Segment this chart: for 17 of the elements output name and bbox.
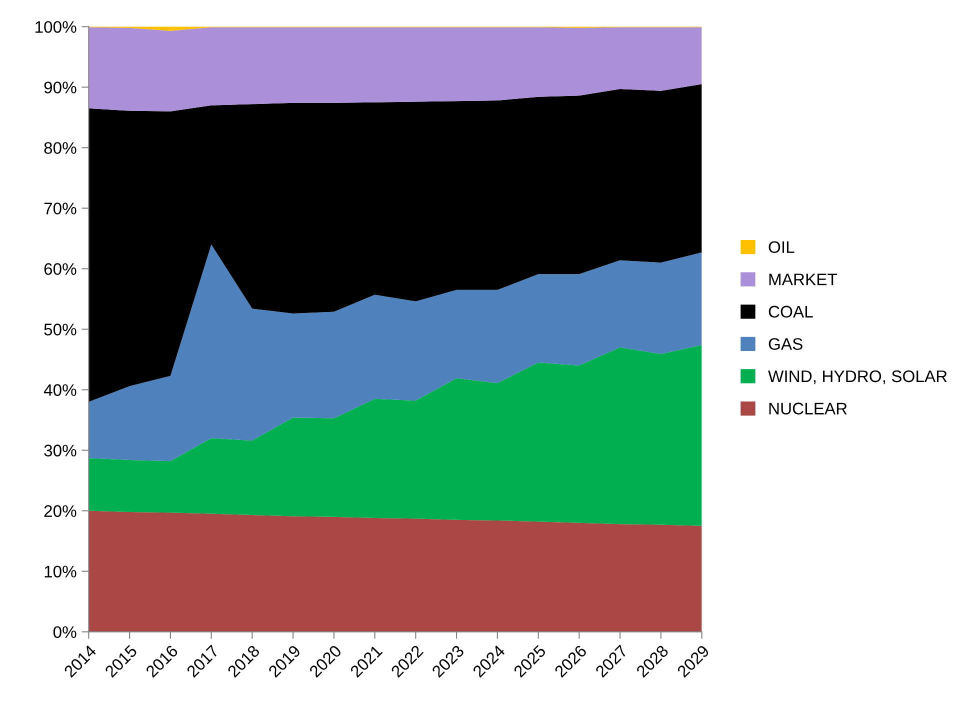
legend-label: WIND, HYDRO, SOLAR bbox=[768, 370, 947, 384]
legend-label: MARKET bbox=[769, 274, 838, 286]
y-tick-label: 80% bbox=[44, 142, 76, 154]
legend-label: GAS bbox=[768, 338, 802, 350]
y-tick-label: 70% bbox=[44, 202, 76, 214]
y-tick-label: 0% bbox=[53, 626, 76, 638]
y-tick-label: 60% bbox=[44, 263, 76, 275]
y-tick-label: 10% bbox=[44, 566, 76, 578]
y-tick-label: 100% bbox=[36, 21, 76, 33]
legend-label: OIL bbox=[768, 241, 794, 254]
y-tick-label: 50% bbox=[44, 324, 76, 336]
y-tick-label: 20% bbox=[44, 505, 76, 517]
y-tick-label: 90% bbox=[44, 82, 76, 94]
legend-label: COAL bbox=[768, 306, 813, 318]
y-tick-label: 40% bbox=[44, 384, 76, 396]
legend-label: NUCLEAR bbox=[769, 402, 847, 414]
y-tick-label: 30% bbox=[44, 444, 76, 456]
